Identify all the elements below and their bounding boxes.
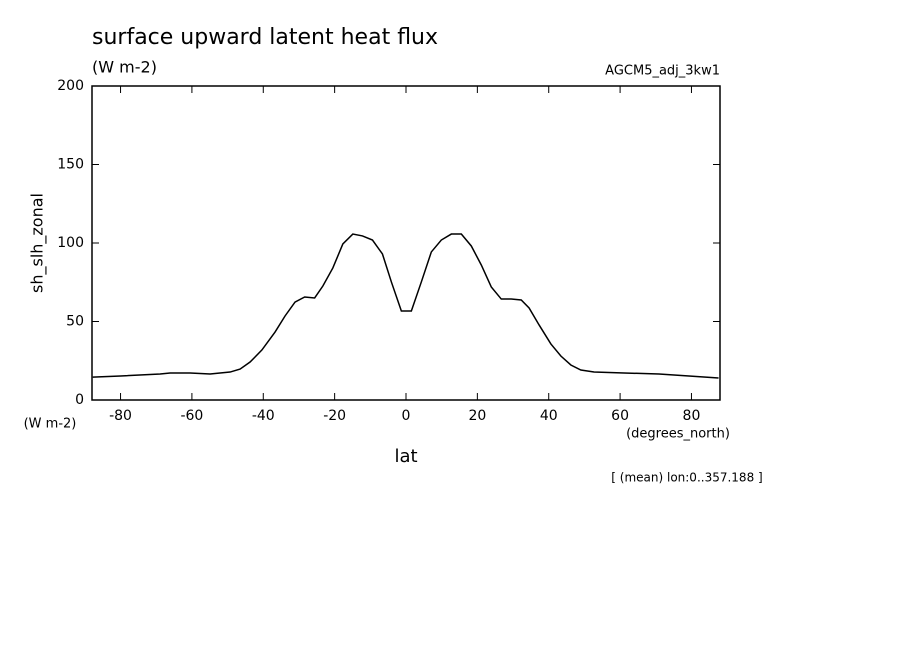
x-tick-label: 80 bbox=[683, 408, 701, 424]
chart-title: surface upward latent heat flux bbox=[92, 25, 438, 50]
x-tick-label: 20 bbox=[468, 408, 486, 424]
data-line bbox=[92, 233, 719, 379]
x-axis-units: (degrees_north) bbox=[626, 427, 730, 442]
y-axis-label: sh_slh_zonal bbox=[28, 193, 48, 293]
x-tick-label: -60 bbox=[180, 408, 203, 424]
x-tick-label: 60 bbox=[611, 408, 629, 424]
note: [ (mean) lon:0..357.188 ] bbox=[611, 471, 762, 485]
x-tick-label: 0 bbox=[402, 408, 411, 424]
x-tick-label: 40 bbox=[540, 408, 558, 424]
y-axis-units: (W m-2) bbox=[24, 417, 77, 432]
source-label: AGCM5_adj_3kw1 bbox=[605, 64, 720, 79]
x-axis-label: lat bbox=[394, 446, 417, 467]
y-tick-label: 150 bbox=[57, 157, 84, 173]
chart-subtitle: (W m-2) bbox=[92, 58, 157, 77]
x-tick-label: -20 bbox=[323, 408, 346, 424]
y-tick-label: 200 bbox=[57, 78, 84, 94]
plot-frame bbox=[91, 85, 721, 401]
y-tick-label: 100 bbox=[57, 235, 84, 251]
y-tick-label: 50 bbox=[66, 314, 84, 330]
x-tick-label: -80 bbox=[109, 408, 132, 424]
x-tick-label: -40 bbox=[252, 408, 275, 424]
y-tick-label: 0 bbox=[75, 392, 84, 408]
